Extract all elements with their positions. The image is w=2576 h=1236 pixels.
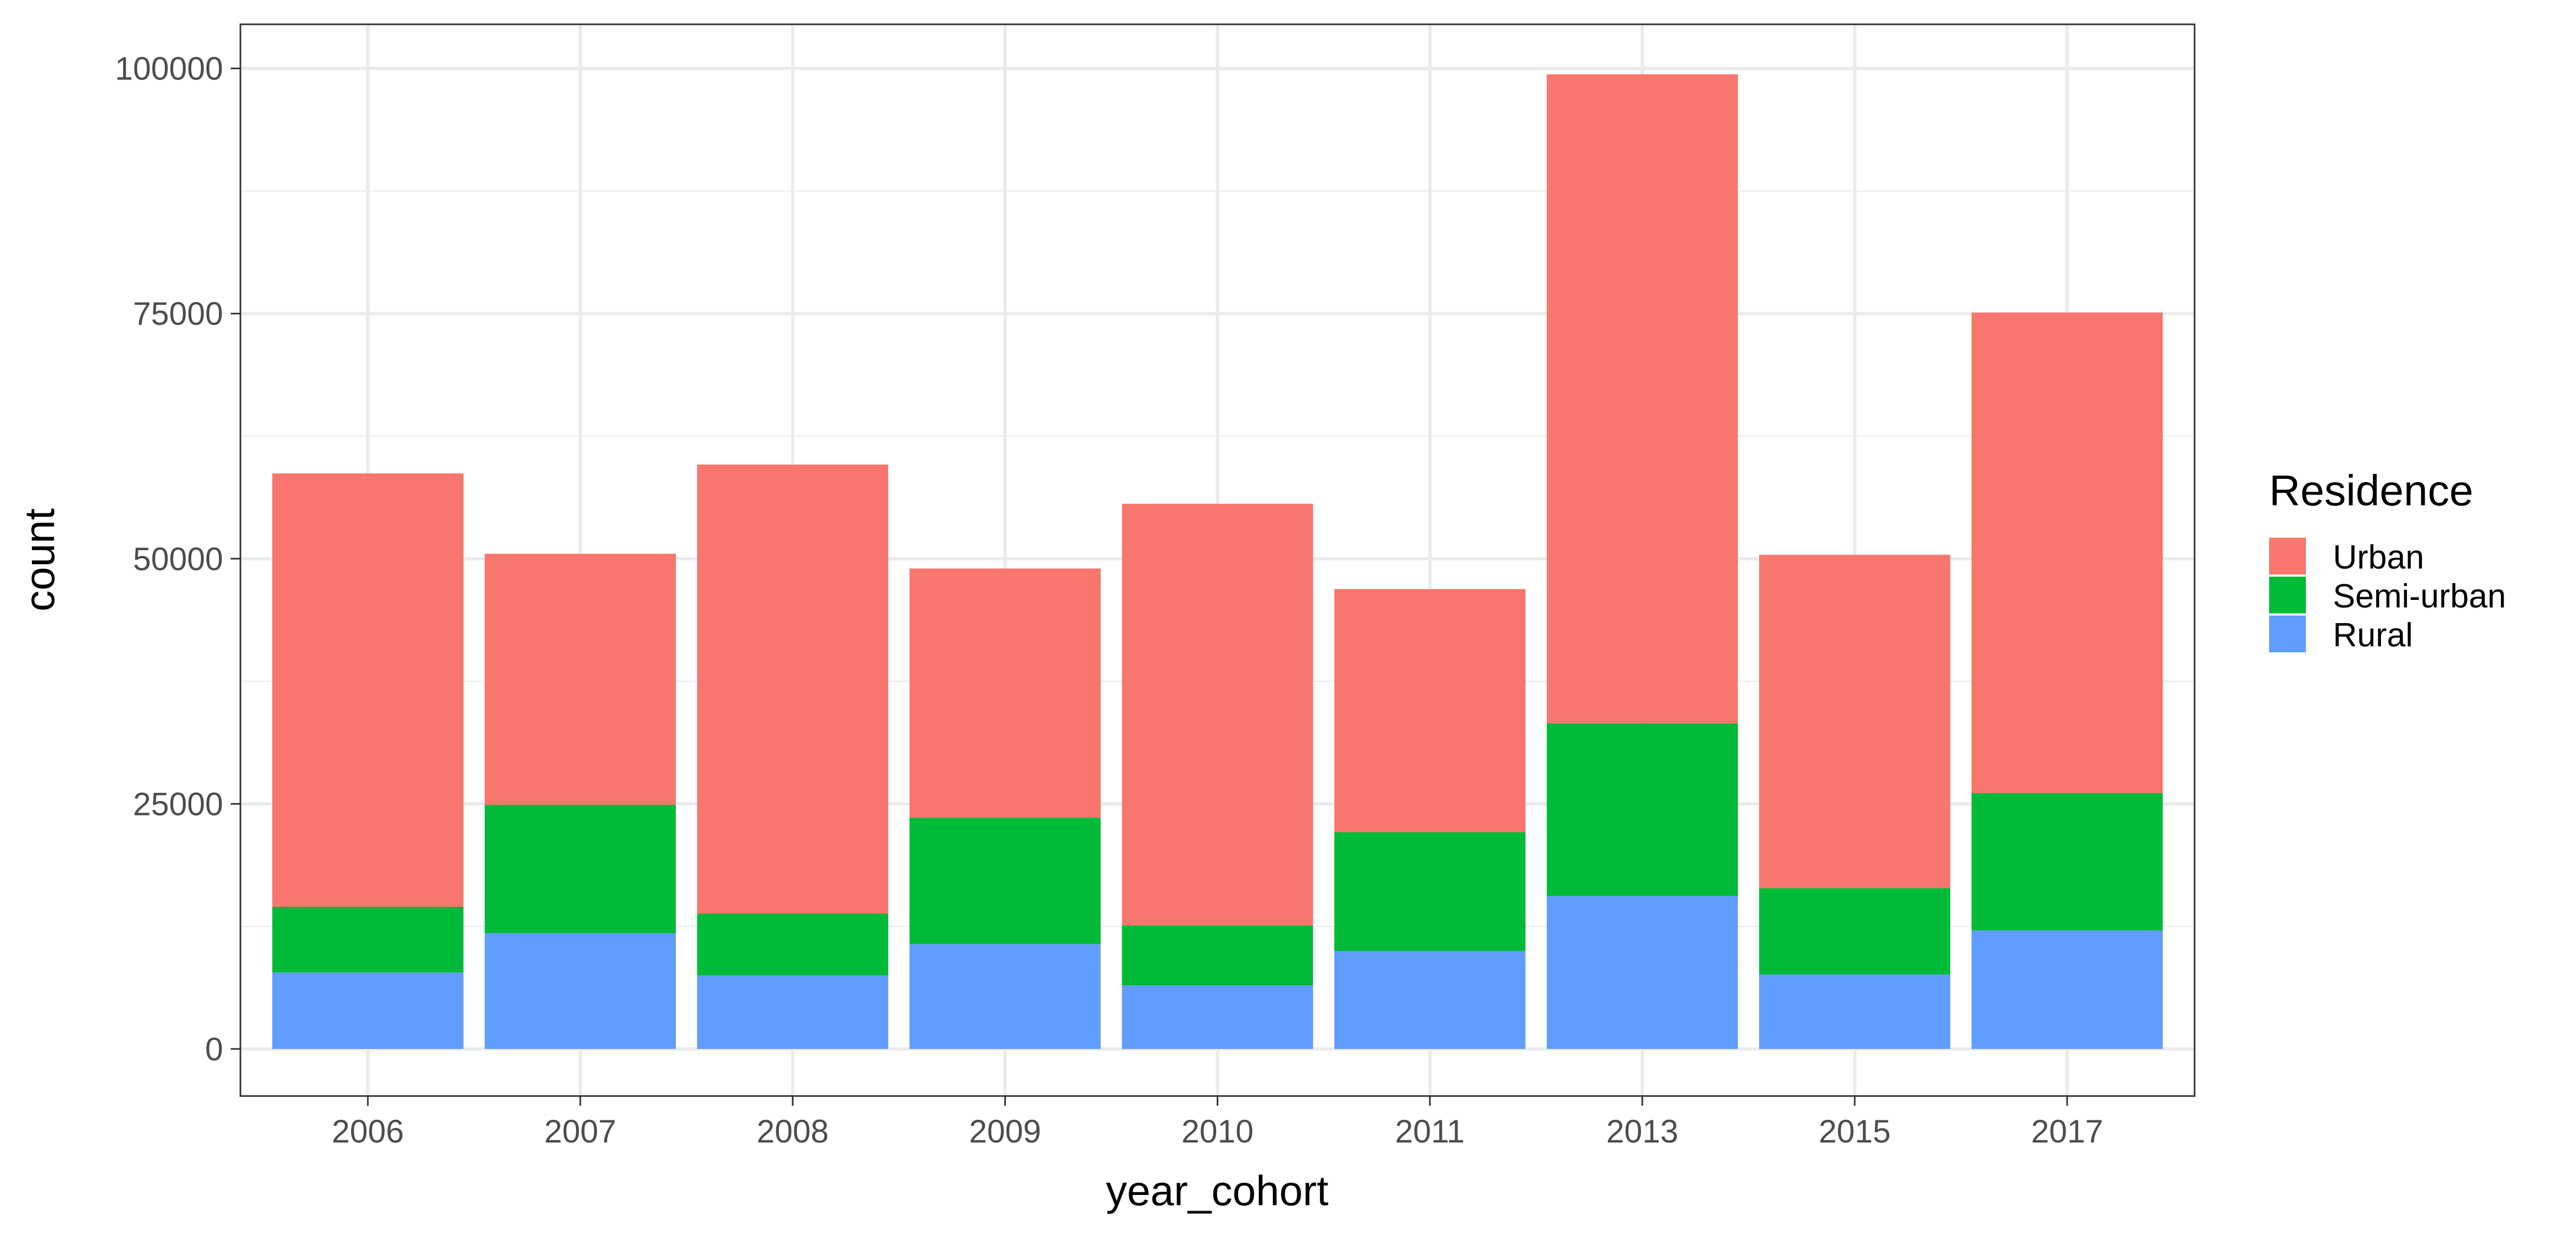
bar-semi-urban-2017 [1971, 793, 2163, 931]
bar-semi-urban-2007 [485, 805, 676, 933]
bar-rural-2010 [1122, 985, 1313, 1049]
x-tick-label: 2015 [1819, 1113, 1890, 1150]
y-tick-label: 50000 [133, 541, 223, 577]
x-tick-label: 2017 [2031, 1113, 2103, 1150]
y-axis: 0 25000 50000 75000 100000 [115, 51, 240, 1067]
y-axis-title: count [16, 508, 63, 611]
bar-rural-2013 [1546, 896, 1738, 1049]
bar-urban-2009 [909, 568, 1101, 818]
legend-label-rural: Rural [2333, 617, 2413, 654]
bar-urban-2011 [1334, 589, 1526, 832]
legend-key-rural [2269, 616, 2306, 652]
x-tick-label: 2006 [332, 1113, 404, 1150]
legend-key-semi-urban [2269, 577, 2306, 613]
x-axis-title: year_cohort [1106, 1167, 1329, 1214]
bar-rural-2007 [485, 933, 676, 1049]
bar-semi-urban-2010 [1122, 925, 1313, 985]
bars-group [272, 74, 2163, 1049]
bar-rural-2015 [1759, 974, 1950, 1049]
bar-urban-2008 [697, 464, 889, 914]
bar-urban-2013 [1546, 74, 1738, 724]
bar-rural-2017 [1971, 930, 2163, 1049]
x-axis: 2006 2007 2008 2009 2010 2011 2013 2015 2017 [332, 1096, 2103, 1150]
y-tick-label: 100000 [115, 51, 223, 87]
y-tick-label: 25000 [133, 786, 223, 822]
y-tick-label: 75000 [133, 296, 223, 332]
bar-semi-urban-2008 [697, 913, 889, 976]
bar-urban-2006 [272, 473, 464, 907]
y-tick-label: 0 [205, 1031, 223, 1067]
x-tick-label: 2009 [969, 1113, 1041, 1150]
bar-urban-2010 [1122, 504, 1313, 926]
bar-urban-2007 [485, 553, 676, 805]
bar-rural-2011 [1334, 951, 1526, 1049]
bar-semi-urban-2015 [1759, 888, 1950, 975]
legend-title: Residence [2269, 466, 2473, 515]
legend-label-urban: Urban [2333, 539, 2424, 576]
legend-label-semi-urban: Semi-urban [2333, 578, 2506, 615]
bar-semi-urban-2011 [1334, 832, 1526, 951]
bar-semi-urban-2009 [909, 817, 1101, 944]
x-tick-label: 2008 [756, 1113, 828, 1150]
bar-rural-2006 [272, 972, 464, 1049]
legend-key-urban [2269, 538, 2306, 574]
bar-urban-2015 [1759, 554, 1950, 888]
bar-rural-2009 [909, 944, 1101, 1049]
bar-semi-urban-2013 [1546, 723, 1738, 896]
bar-urban-2017 [1971, 312, 2163, 793]
x-tick-label: 2013 [1606, 1113, 1678, 1150]
x-tick-label: 2007 [544, 1113, 616, 1150]
x-tick-label: 2010 [1182, 1113, 1253, 1150]
x-tick-label: 2011 [1395, 1113, 1465, 1150]
bar-rural-2008 [697, 975, 889, 1049]
bar-semi-urban-2006 [272, 906, 464, 973]
